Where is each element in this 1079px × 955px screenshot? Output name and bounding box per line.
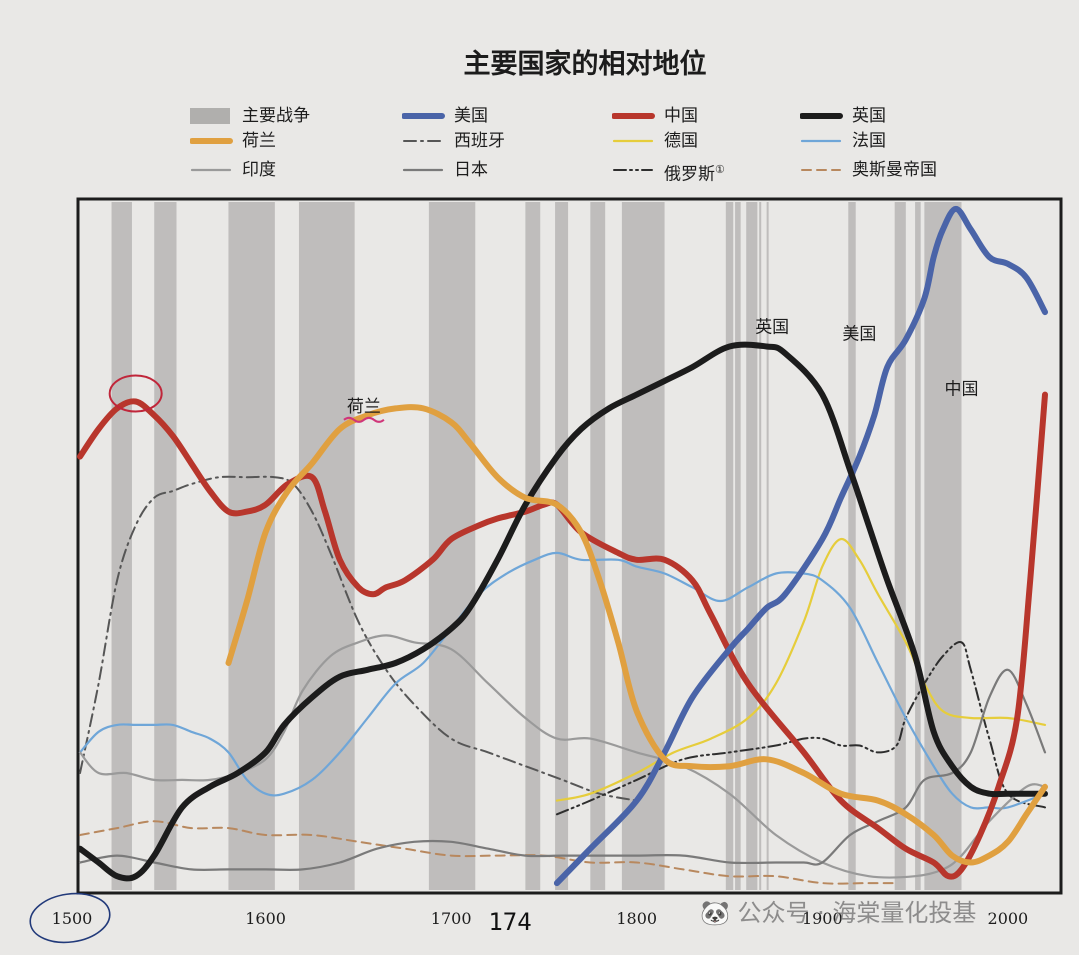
legend-swatch-spain: [403, 140, 443, 142]
legend-label-russia: 俄罗斯①: [664, 163, 725, 185]
series-line-uk: [77, 341, 1048, 882]
series-line-japan: [78, 668, 1047, 871]
war-bands: [111, 202, 962, 890]
x-tick-label-1600: 1600: [245, 909, 286, 928]
legend-swatch-wars: [190, 108, 230, 124]
war-band-5: [525, 202, 541, 890]
handdrawn-circle-china-peak: [108, 374, 163, 413]
chart-title: 主要国家的相对地位: [463, 49, 707, 80]
legend-swatch-france: [800, 139, 842, 143]
war-band-15: [848, 202, 856, 890]
war-band-14: [766, 202, 769, 890]
war-band-9: [725, 202, 734, 890]
legend-label-china: 中国: [664, 106, 698, 126]
x-axis-tick-labels: 1500 1600 1700 1800 1900 2000: [29, 374, 1029, 944]
war-band-18: [924, 202, 962, 890]
legend-label-germany: 德国: [664, 131, 698, 151]
label-underline-netherlands: [343, 416, 385, 423]
plot-frame: [76, 197, 1063, 895]
series-line-france: [78, 551, 1047, 810]
inline-label-uk: 英国: [755, 318, 789, 338]
legend-swatch-us: [402, 113, 445, 119]
x-tick-label-1700: 1700: [431, 909, 472, 928]
series-line-spain: [79, 475, 638, 802]
series-line-russia: [555, 640, 1046, 816]
war-band-16: [894, 202, 906, 890]
war-band-4: [428, 202, 476, 890]
war-band-1: [154, 202, 177, 890]
legend-swatch-netherlands: [190, 138, 233, 144]
war-band-7: [590, 202, 606, 890]
legend-swatch-china: [612, 113, 655, 119]
legend-note-russia: ①: [715, 163, 725, 176]
inline-label-netherlands: 荷兰: [347, 397, 381, 417]
x-tick-label-2000: 2000: [988, 909, 1029, 928]
inline-label-china: 中国: [944, 380, 978, 400]
war-band-12: [749, 202, 758, 890]
inline-label-us: 美国: [842, 325, 876, 345]
legend-swatch-india: [190, 168, 232, 172]
war-band-8: [621, 202, 665, 890]
war-band-11: [746, 202, 750, 890]
war-band-10: [735, 202, 741, 890]
legend-swatch-germany: [612, 139, 654, 143]
series-line-netherlands: [225, 404, 1048, 866]
legend-label-netherlands: 荷兰: [242, 131, 276, 151]
handwritten-note: 174: [488, 908, 531, 936]
x-tick-label-1900: 1900: [802, 909, 843, 928]
legend-label-uk: 英国: [852, 106, 886, 126]
war-band-2: [228, 202, 275, 890]
legend-label-ottoman: 奥斯曼帝国: [852, 160, 937, 180]
series-lines: [77, 205, 1048, 887]
legend-label-spain: 西班牙: [454, 131, 505, 151]
x-tick-label-1800: 1800: [616, 909, 657, 928]
legend-label-us: 美国: [454, 106, 488, 126]
war-band-13: [759, 202, 762, 890]
legend-label-india: 印度: [242, 160, 276, 180]
series-line-germany: [555, 538, 1047, 802]
legend-swatch-ottoman: [801, 169, 841, 171]
handdrawn-circle-1500: [29, 892, 111, 944]
legend-label-japan: 日本: [454, 160, 488, 180]
legend-swatch-uk: [800, 113, 843, 119]
legend-swatch-russia: [613, 169, 653, 171]
war-band-17: [915, 202, 921, 890]
x-tick-label-1500: 1500: [52, 909, 93, 928]
war-band-6: [555, 202, 569, 890]
war-band-0: [111, 202, 132, 890]
series-line-ottoman: [79, 820, 898, 885]
series-line-us: [553, 205, 1048, 887]
legend-label-wars: 主要战争: [242, 106, 310, 126]
legend-swatch-japan: [402, 168, 444, 172]
legend-label-france: 法国: [852, 131, 886, 151]
series-line-india: [78, 634, 1047, 879]
watermark: 🐼 公众号 · 海棠量化投基: [700, 899, 977, 927]
